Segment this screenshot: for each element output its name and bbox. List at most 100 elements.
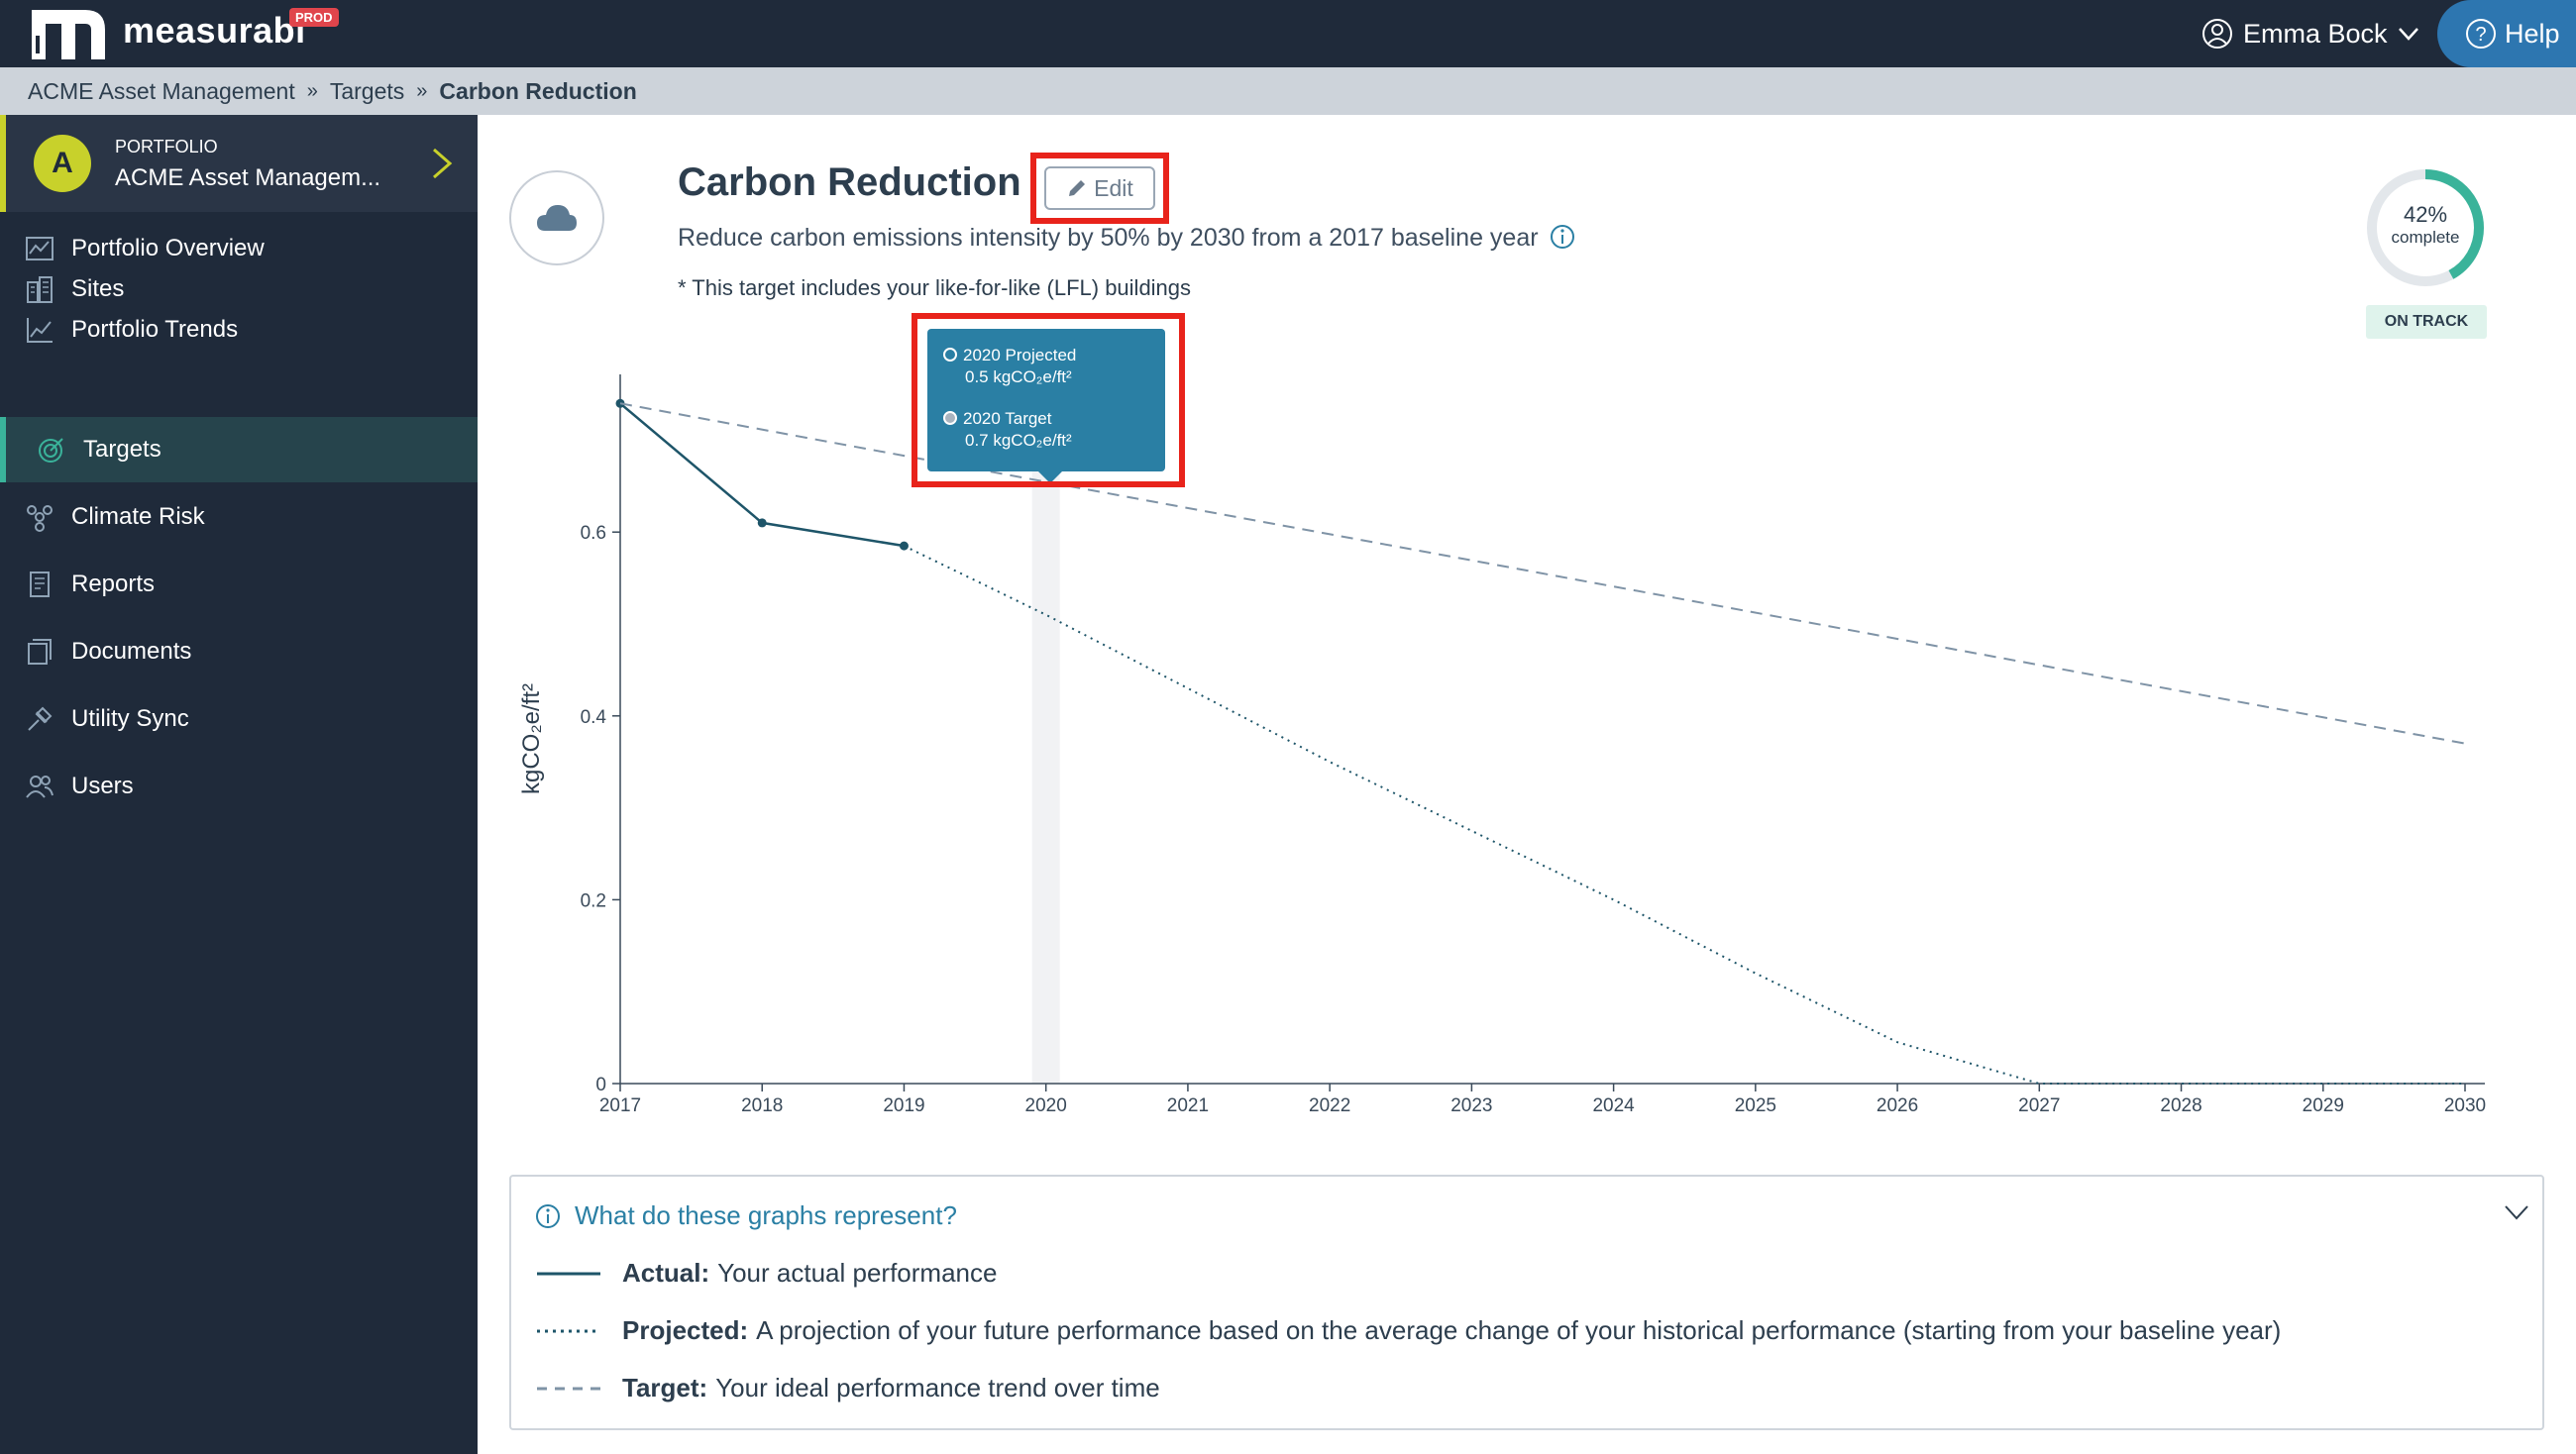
legend-actual: Actual: Your actual performance [537, 1258, 997, 1289]
breadcrumb: ACME Asset Management » Targets » Carbon… [0, 67, 2576, 115]
x-tick-label: 2027 [2018, 1095, 2060, 1116]
sidebar-item-label: Utility Sync [71, 705, 189, 732]
breadcrumb-targets[interactable]: Targets [329, 77, 405, 104]
cloud-icon [537, 205, 577, 231]
target-description-text: Reduce carbon emissions intensity by 50%… [678, 224, 1539, 252]
x-tick-label: 2028 [2160, 1095, 2201, 1116]
pencil-icon [1069, 180, 1086, 196]
sidebar-item-label: Targets [83, 436, 161, 463]
help-icon: ? [2466, 19, 2496, 49]
legend-target-text: Your ideal performance trend over time [715, 1373, 1160, 1402]
tooltip-projected-title: 2020 Projected [963, 346, 1077, 364]
app-name[interactable]: measurabl [123, 10, 306, 51]
y-tick-label: 0.6 [581, 523, 606, 544]
x-tick-label: 2024 [1592, 1095, 1635, 1116]
svg-text:?: ? [2475, 24, 2486, 46]
report-icon [24, 569, 55, 600]
portfolio-name: ACME Asset Managem... [115, 164, 381, 191]
y-tick-label: 0.2 [581, 890, 606, 911]
sidebar-item-sites[interactable]: Sites [0, 257, 478, 322]
users-icon [24, 771, 55, 802]
info-icon[interactable] [1550, 224, 1575, 250]
legend-projected-term: Projected: [622, 1315, 749, 1345]
actual-point [757, 518, 767, 528]
legend-projected-text: A projection of your future performance … [756, 1315, 2282, 1345]
legend-actual-text: Your actual performance [717, 1258, 998, 1288]
x-tick-label: 2019 [883, 1095, 924, 1116]
sidebar-item-label: Reports [71, 571, 156, 597]
sidebar-item-climate-risk[interactable]: Climate Risk [0, 484, 478, 550]
edit-button-label: Edit [1094, 174, 1133, 201]
x-tick-label: 2022 [1309, 1095, 1350, 1116]
env-badge: PROD [289, 8, 339, 27]
dotted-line-icon [537, 1329, 600, 1332]
y-tick-label: 0.4 [581, 707, 607, 728]
chart-tooltip: 2020 Projected 0.5 kgCO₂e/ft² 2020 Targe… [927, 329, 1165, 483]
breadcrumb-portfolio[interactable]: ACME Asset Management [28, 77, 295, 104]
top-bar: measurabl PROD Emma Bock ? Help [0, 0, 2576, 67]
x-tick-label: 2023 [1450, 1095, 1492, 1116]
trend-icon [24, 314, 55, 346]
chevron-right-icon [433, 148, 453, 179]
sidebar-item-label: Portfolio Overview [71, 235, 265, 261]
x-tick-label: 2017 [599, 1095, 641, 1116]
sidebar-item-utility-sync[interactable]: Utility Sync [0, 686, 478, 752]
sidebar-item-label: Documents [71, 638, 192, 665]
portfolio-avatar: A [34, 135, 91, 192]
tooltip-target-value: 0.7 kgCO₂e/ft² [965, 431, 1072, 450]
breadcrumb-current: Carbon Reduction [439, 77, 637, 104]
hover-band [1031, 408, 1060, 1084]
target-note: * This target includes your like-for-lik… [678, 275, 1192, 300]
sidebar-item-label: Sites [71, 275, 125, 302]
legend-target-term: Target: [622, 1373, 708, 1402]
progress-text: 42% complete [2364, 202, 2487, 248]
target-type-badge [509, 170, 604, 265]
help-label: Help [2505, 18, 2560, 49]
user-menu[interactable]: Emma Bock [2201, 14, 2419, 53]
progress-label: complete [2391, 228, 2460, 247]
overview-icon [24, 233, 55, 264]
climate-icon [24, 501, 55, 533]
sidebar-item-targets[interactable]: Targets [0, 417, 478, 482]
building-icon [24, 273, 55, 305]
x-tick-label: 2029 [2303, 1095, 2344, 1116]
x-tick-label: 2021 [1167, 1095, 1209, 1116]
chevron-down-icon [2398, 28, 2418, 41]
sidebar-item-label: Portfolio Trends [71, 316, 239, 343]
page-title: Carbon Reduction [678, 160, 1021, 204]
x-tick-label: 2020 [1025, 1095, 1067, 1116]
sidebar-item-documents[interactable]: Documents [0, 619, 478, 684]
sidebar-item-label: Climate Risk [71, 503, 205, 530]
sidebar-item-portfolio-overview[interactable]: Portfolio Overview [0, 216, 478, 281]
chevron-down-icon[interactable] [2503, 1200, 2530, 1224]
legend-actual-term: Actual: [622, 1258, 710, 1288]
explanation-toggle[interactable]: What do these graphs represent? [535, 1200, 957, 1231]
tooltip-target-title: 2020 Target [963, 409, 1052, 428]
x-tick-label: 2025 [1735, 1095, 1776, 1116]
document-icon [24, 636, 55, 668]
explanation-title: What do these graphs represent? [575, 1200, 957, 1230]
breadcrumb-separator-icon: » [416, 79, 428, 102]
edit-button[interactable]: Edit [1044, 166, 1155, 210]
series-line-target [619, 402, 2466, 745]
sidebar-item-reports[interactable]: Reports [0, 552, 478, 617]
portfolio-label: PORTFOLIO [115, 137, 218, 156]
sync-icon [24, 703, 55, 735]
measurabl-logo-icon[interactable] [30, 6, 109, 61]
tooltip-projected: 2020 Projected 0.5 kgCO₂e/ft² [943, 345, 1076, 388]
y-axis-label: kgCO₂e/ft² [518, 683, 545, 794]
target-description: Reduce carbon emissions intensity by 50%… [678, 224, 1575, 253]
projected-marker-icon [943, 348, 957, 362]
status-badge: ON TRACK [2366, 305, 2487, 339]
portfolio-switcher[interactable]: A PORTFOLIO ACME Asset Managem... [0, 115, 478, 212]
target-chart[interactable]: 0 0.2 0.4 0.6 2017 2018 2019 2020 2021 2022 2023 20… [495, 327, 2517, 1139]
help-button[interactable]: ? Help [2437, 0, 2576, 67]
x-tick-label: 2030 [2444, 1095, 2486, 1116]
solid-line-icon [537, 1272, 600, 1275]
progress-ring [2367, 169, 2484, 286]
tooltip-target: 2020 Target 0.7 kgCO₂e/ft² [943, 408, 1072, 452]
sidebar-item-portfolio-trends[interactable]: Portfolio Trends [0, 297, 478, 363]
series-line-projected [904, 545, 2465, 1085]
sidebar: A PORTFOLIO ACME Asset Managem... Portfo… [0, 115, 478, 1454]
sidebar-item-users[interactable]: Users [0, 754, 478, 819]
